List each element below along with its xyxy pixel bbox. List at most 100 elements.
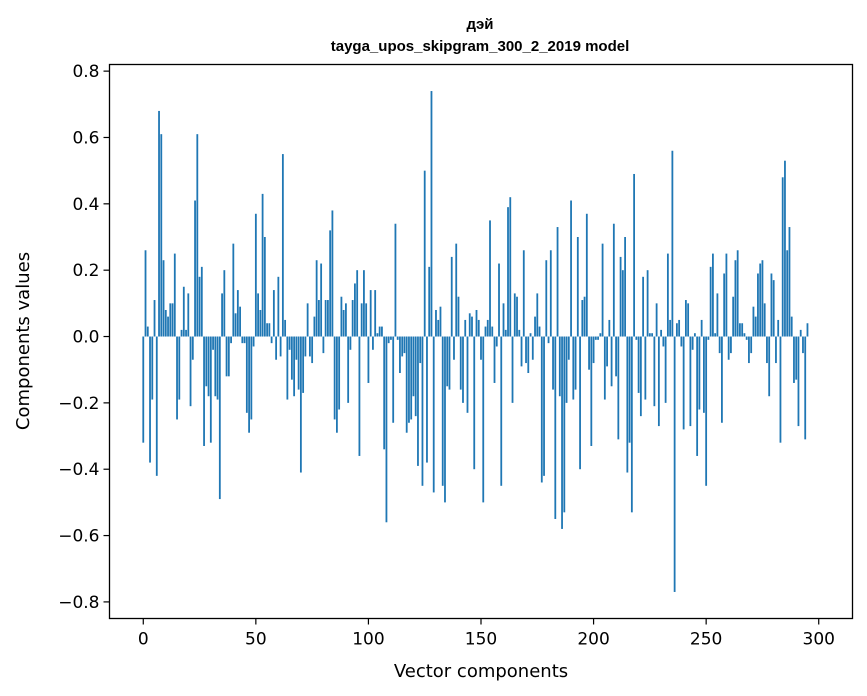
x-tick-label: 250: [690, 630, 722, 650]
bar-48: [250, 336, 253, 420]
bar-103: [374, 290, 377, 337]
bar-82: [327, 300, 329, 337]
bar-196: [583, 296, 586, 337]
bar-53: [261, 193, 264, 337]
bar-282: [777, 319, 780, 337]
y-tick-label: 0.2: [72, 261, 99, 281]
x-tick-label: 200: [577, 630, 609, 650]
y-axis-ticks: −0.8 −0.6 −0.4 −0.2 0.0 0.2 0.4 0.6 0.8: [58, 62, 110, 613]
bar-88: [340, 296, 343, 337]
bar-217: [630, 336, 633, 513]
bar-208: [610, 336, 613, 387]
bar-173: [531, 336, 534, 360]
bar-211: [617, 336, 620, 440]
bar-159: [500, 336, 503, 486]
bar-42: [236, 290, 239, 337]
bar-107: [383, 336, 386, 450]
bar-170: [525, 336, 527, 364]
bar-178: [543, 336, 545, 476]
bar-245: [693, 333, 696, 337]
bar-93: [351, 300, 354, 337]
bar-240: [682, 336, 685, 430]
bar-169: [522, 250, 525, 337]
y-tick-label: 0.8: [72, 62, 99, 82]
bar-199: [590, 336, 593, 446]
bar-29: [207, 336, 210, 397]
bar-266: [741, 323, 744, 337]
bar-128: [430, 91, 433, 337]
x-tick-label: 150: [465, 630, 497, 650]
bar-77: [315, 260, 318, 337]
bar-166: [516, 296, 518, 337]
bar-182: [552, 336, 554, 390]
bar-293: [802, 336, 804, 354]
bar-70: [299, 336, 302, 473]
bar-47: [248, 336, 250, 433]
bar-130: [435, 309, 437, 337]
chart-title: дэй: [466, 16, 493, 33]
bar-76: [313, 316, 316, 337]
bar-153: [486, 319, 489, 337]
bar-158: [498, 263, 500, 337]
bar-168: [520, 336, 523, 367]
bar-287: [788, 227, 791, 337]
y-tick-label: −0.2: [58, 394, 99, 414]
bar-174: [534, 316, 536, 337]
y-tick-label: −0.4: [58, 460, 99, 480]
bar-183: [554, 336, 557, 519]
bar-56: [268, 323, 271, 337]
bar-234: [669, 319, 672, 337]
bar-220: [637, 336, 640, 393]
bar-99: [365, 303, 368, 337]
bar-148: [475, 309, 478, 337]
bar-110: [390, 336, 392, 340]
bar-215: [626, 336, 629, 473]
x-axis-label: Vector components: [394, 661, 568, 682]
bar-237: [675, 323, 678, 337]
bar-251: [707, 336, 710, 340]
bar-216: [628, 336, 631, 443]
bar-2: [146, 326, 149, 337]
bar-195: [581, 300, 584, 337]
bar-165: [513, 293, 516, 337]
bar-120: [412, 336, 415, 397]
bar-141: [459, 336, 462, 390]
bar-27: [203, 336, 205, 446]
bar-104: [376, 333, 379, 337]
y-tick-label: 0.6: [72, 128, 99, 148]
plot-area-frame: [108, 63, 854, 620]
bar-252: [709, 266, 712, 337]
bar-263: [734, 260, 737, 337]
bar-176: [538, 326, 541, 337]
bar-55: [266, 323, 269, 337]
bar-294: [804, 336, 807, 440]
bar-138: [453, 336, 455, 360]
bar-140: [457, 296, 460, 337]
y-axis-label: Components values: [13, 252, 34, 430]
bar-85: [333, 336, 336, 420]
bar-122: [417, 336, 419, 466]
bar-69: [297, 336, 300, 390]
bar-241: [684, 300, 687, 337]
bar-194: [579, 336, 581, 470]
bar-149: [477, 319, 480, 337]
bar-15: [176, 336, 178, 420]
bar-134: [444, 336, 446, 503]
bar-36: [223, 270, 226, 337]
bar-249: [703, 336, 705, 413]
bar-253: [712, 253, 714, 337]
bar-276: [763, 303, 766, 337]
bar-115: [401, 336, 404, 357]
bar-112: [394, 223, 397, 337]
bar-30: [209, 336, 212, 443]
bar-96: [358, 336, 361, 456]
bar-63: [284, 319, 287, 337]
bar-60: [277, 276, 280, 337]
bar-233: [666, 253, 669, 337]
bar-68: [295, 336, 298, 360]
bar-157: [495, 336, 498, 347]
bar-37: [225, 336, 228, 377]
bar-43: [239, 306, 241, 337]
bar-186: [561, 336, 563, 529]
bar-114: [399, 336, 401, 374]
